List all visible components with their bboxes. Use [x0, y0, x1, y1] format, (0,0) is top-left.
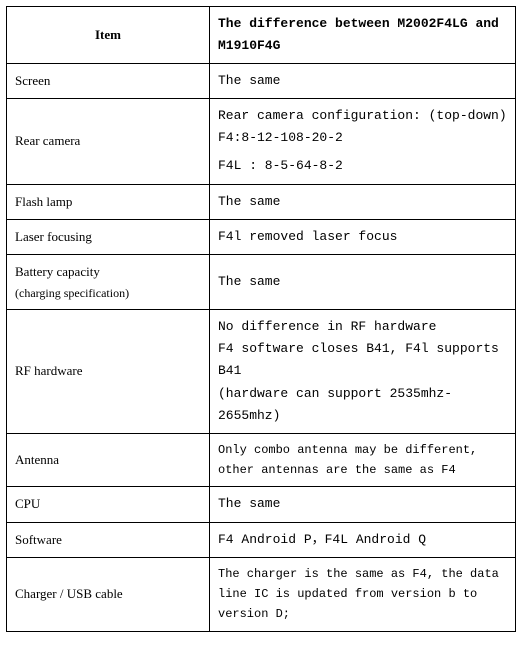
row-value-antenna: Only combo antenna may be different, oth… — [210, 433, 516, 487]
table-row: CPU The same — [7, 487, 516, 522]
row-label-battery: Battery capacity (charging specification… — [7, 254, 210, 309]
table-row: Battery capacity (charging specification… — [7, 254, 516, 309]
row-value-rear-camera: Rear camera configuration: (top-down) F4… — [210, 99, 516, 184]
row-value-rf-hardware: No difference in RF hardware F4 software… — [210, 310, 516, 433]
rf-line1: No difference in RF hardware — [218, 316, 507, 338]
row-value-laser-focusing: F4l removed laser focus — [210, 219, 516, 254]
row-label-software: Software — [7, 522, 210, 557]
header-item: Item — [7, 7, 210, 64]
table-row: Rear camera Rear camera configuration: (… — [7, 99, 516, 184]
row-label-charger: Charger / USB cable — [7, 557, 210, 631]
row-value-screen: The same — [210, 64, 516, 99]
row-value-cpu: The same — [210, 487, 516, 522]
row-value-flash-lamp: The same — [210, 184, 516, 219]
row-label-cpu: CPU — [7, 487, 210, 522]
row-value-charger: The charger is the same as F4, the data … — [210, 557, 516, 631]
table-row: Laser focusing F4l removed laser focus — [7, 219, 516, 254]
battery-label-line2: (charging specification) — [15, 283, 201, 303]
header-row: Item The difference between M2002F4LG an… — [7, 7, 516, 64]
comparison-table: Item The difference between M2002F4LG an… — [6, 6, 516, 632]
row-value-software: F4 Android P，F4L Android Q — [210, 522, 516, 557]
battery-label-line1: Battery capacity — [15, 261, 201, 283]
rear-camera-line3: F4L : 8-5-64-8-2 — [218, 155, 507, 177]
row-label-flash-lamp: Flash lamp — [7, 184, 210, 219]
table-row: Screen The same — [7, 64, 516, 99]
row-label-rear-camera: Rear camera — [7, 99, 210, 184]
row-label-antenna: Antenna — [7, 433, 210, 487]
rear-camera-line2: F4:8-12-108-20-2 — [218, 127, 507, 149]
header-difference: The difference between M2002F4LG and M19… — [210, 7, 516, 64]
rear-camera-line1: Rear camera configuration: (top-down) — [218, 105, 507, 127]
row-label-rf-hardware: RF hardware — [7, 310, 210, 433]
table-row: Software F4 Android P，F4L Android Q — [7, 522, 516, 557]
rf-line2: F4 software closes B41, F4l supports B41 — [218, 338, 507, 382]
table-row: Flash lamp The same — [7, 184, 516, 219]
table-row: RF hardware No difference in RF hardware… — [7, 310, 516, 433]
row-label-laser-focusing: Laser focusing — [7, 219, 210, 254]
row-value-battery: The same — [210, 254, 516, 309]
row-label-screen: Screen — [7, 64, 210, 99]
table-row: Charger / USB cable The charger is the s… — [7, 557, 516, 631]
table-row: Antenna Only combo antenna may be differ… — [7, 433, 516, 487]
rf-line3: (hardware can support 2535mhz-2655mhz) — [218, 383, 507, 427]
